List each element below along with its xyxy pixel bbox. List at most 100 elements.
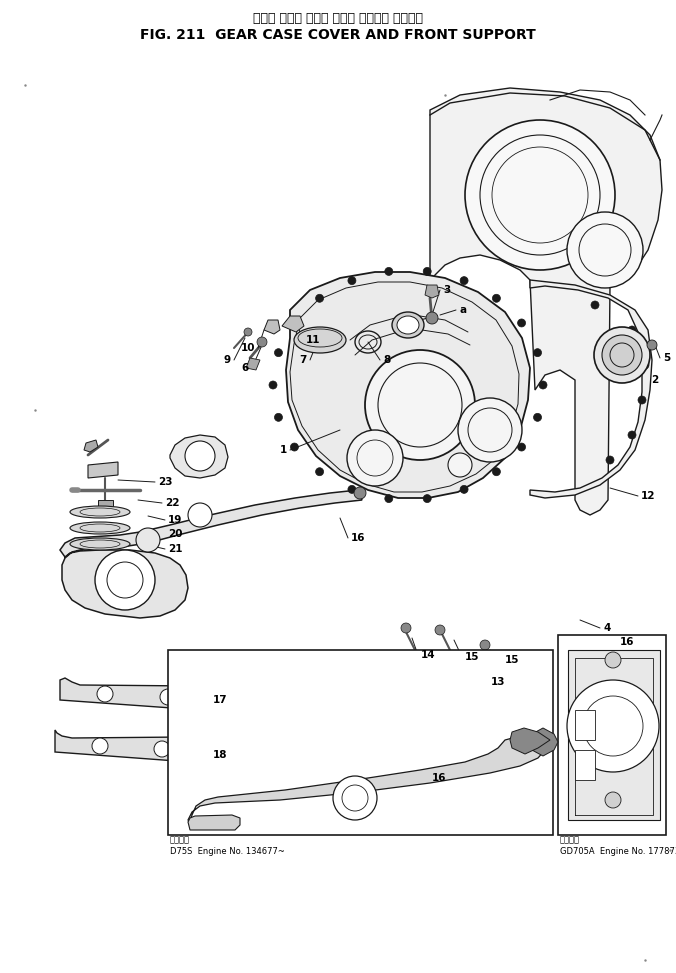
Polygon shape — [88, 462, 118, 478]
Text: 8: 8 — [383, 355, 390, 365]
Circle shape — [605, 652, 621, 668]
Circle shape — [365, 350, 475, 460]
Polygon shape — [282, 316, 304, 332]
Text: 6: 6 — [242, 363, 249, 373]
Circle shape — [354, 487, 366, 499]
Circle shape — [463, 653, 473, 663]
Circle shape — [465, 120, 615, 270]
FancyBboxPatch shape — [168, 650, 553, 835]
Polygon shape — [264, 320, 280, 334]
Circle shape — [154, 741, 170, 757]
Circle shape — [606, 456, 614, 464]
Text: 20: 20 — [168, 529, 183, 539]
Polygon shape — [568, 650, 660, 820]
Text: 16: 16 — [432, 773, 447, 783]
Polygon shape — [84, 440, 98, 452]
Circle shape — [518, 443, 525, 451]
Circle shape — [647, 340, 657, 350]
Circle shape — [347, 430, 403, 486]
Text: 16: 16 — [351, 533, 366, 543]
Circle shape — [257, 337, 267, 347]
Text: 13: 13 — [491, 677, 506, 687]
Circle shape — [567, 212, 643, 288]
Circle shape — [423, 268, 431, 275]
Polygon shape — [575, 750, 595, 780]
Circle shape — [333, 776, 377, 820]
Circle shape — [605, 792, 621, 808]
Circle shape — [638, 396, 646, 404]
Polygon shape — [55, 730, 208, 762]
Circle shape — [97, 686, 113, 702]
Circle shape — [533, 348, 541, 357]
Polygon shape — [575, 710, 595, 740]
Polygon shape — [60, 490, 362, 618]
Circle shape — [274, 348, 283, 357]
Circle shape — [594, 327, 650, 383]
Circle shape — [480, 640, 490, 650]
Circle shape — [269, 381, 277, 389]
Circle shape — [348, 486, 356, 493]
Text: 10: 10 — [241, 343, 255, 353]
Polygon shape — [60, 678, 218, 710]
Circle shape — [492, 468, 500, 476]
Circle shape — [385, 494, 393, 503]
Circle shape — [423, 494, 431, 503]
Text: 適用号機: 適用号機 — [560, 836, 580, 845]
Text: a: a — [459, 305, 466, 315]
Circle shape — [92, 738, 108, 754]
Circle shape — [460, 276, 468, 285]
Circle shape — [539, 381, 547, 389]
Circle shape — [316, 468, 324, 476]
Text: 適用号機: 適用号機 — [170, 836, 190, 845]
Text: ギヤー ケース カバー および フロント サポート: ギヤー ケース カバー および フロント サポート — [253, 12, 423, 24]
Text: 19: 19 — [168, 515, 183, 525]
Circle shape — [291, 319, 298, 327]
Polygon shape — [530, 280, 652, 498]
Circle shape — [160, 689, 176, 705]
Text: FIG. 211  GEAR CASE COVER AND FRONT SUPPORT: FIG. 211 GEAR CASE COVER AND FRONT SUPPO… — [140, 28, 536, 42]
Text: D75S  Engine No. 134677~: D75S Engine No. 134677~ — [170, 847, 285, 856]
Circle shape — [188, 503, 212, 527]
Circle shape — [628, 431, 636, 439]
Text: 22: 22 — [165, 498, 180, 508]
Text: 5: 5 — [663, 353, 670, 363]
Circle shape — [641, 361, 649, 369]
Text: 21: 21 — [168, 544, 183, 554]
Text: 23: 23 — [158, 477, 172, 487]
Ellipse shape — [397, 316, 419, 334]
Text: 14: 14 — [421, 650, 435, 660]
Ellipse shape — [70, 522, 130, 534]
Ellipse shape — [70, 506, 130, 518]
Circle shape — [458, 398, 522, 462]
Text: 17: 17 — [213, 695, 228, 705]
Circle shape — [291, 443, 298, 451]
Polygon shape — [530, 728, 558, 756]
Text: 4: 4 — [603, 623, 610, 633]
Circle shape — [518, 319, 525, 327]
Polygon shape — [425, 285, 439, 298]
Circle shape — [567, 680, 659, 772]
Text: 7: 7 — [299, 355, 307, 365]
Circle shape — [602, 335, 642, 375]
Circle shape — [401, 623, 411, 633]
Circle shape — [385, 268, 393, 275]
Circle shape — [628, 326, 636, 334]
Polygon shape — [98, 500, 113, 510]
Circle shape — [95, 550, 155, 610]
Circle shape — [244, 328, 252, 336]
Polygon shape — [430, 88, 662, 515]
Circle shape — [460, 486, 468, 493]
Text: 12: 12 — [641, 491, 656, 501]
Circle shape — [185, 441, 215, 471]
Ellipse shape — [294, 327, 346, 353]
Circle shape — [274, 414, 283, 421]
Polygon shape — [188, 815, 240, 830]
Ellipse shape — [70, 538, 130, 550]
Text: 16: 16 — [620, 637, 635, 647]
Circle shape — [316, 294, 324, 303]
Polygon shape — [170, 435, 228, 478]
Circle shape — [591, 301, 599, 309]
Text: GD705A  Engine No. 177873~: GD705A Engine No. 177873~ — [560, 847, 676, 856]
Circle shape — [136, 528, 160, 552]
FancyBboxPatch shape — [558, 635, 666, 835]
